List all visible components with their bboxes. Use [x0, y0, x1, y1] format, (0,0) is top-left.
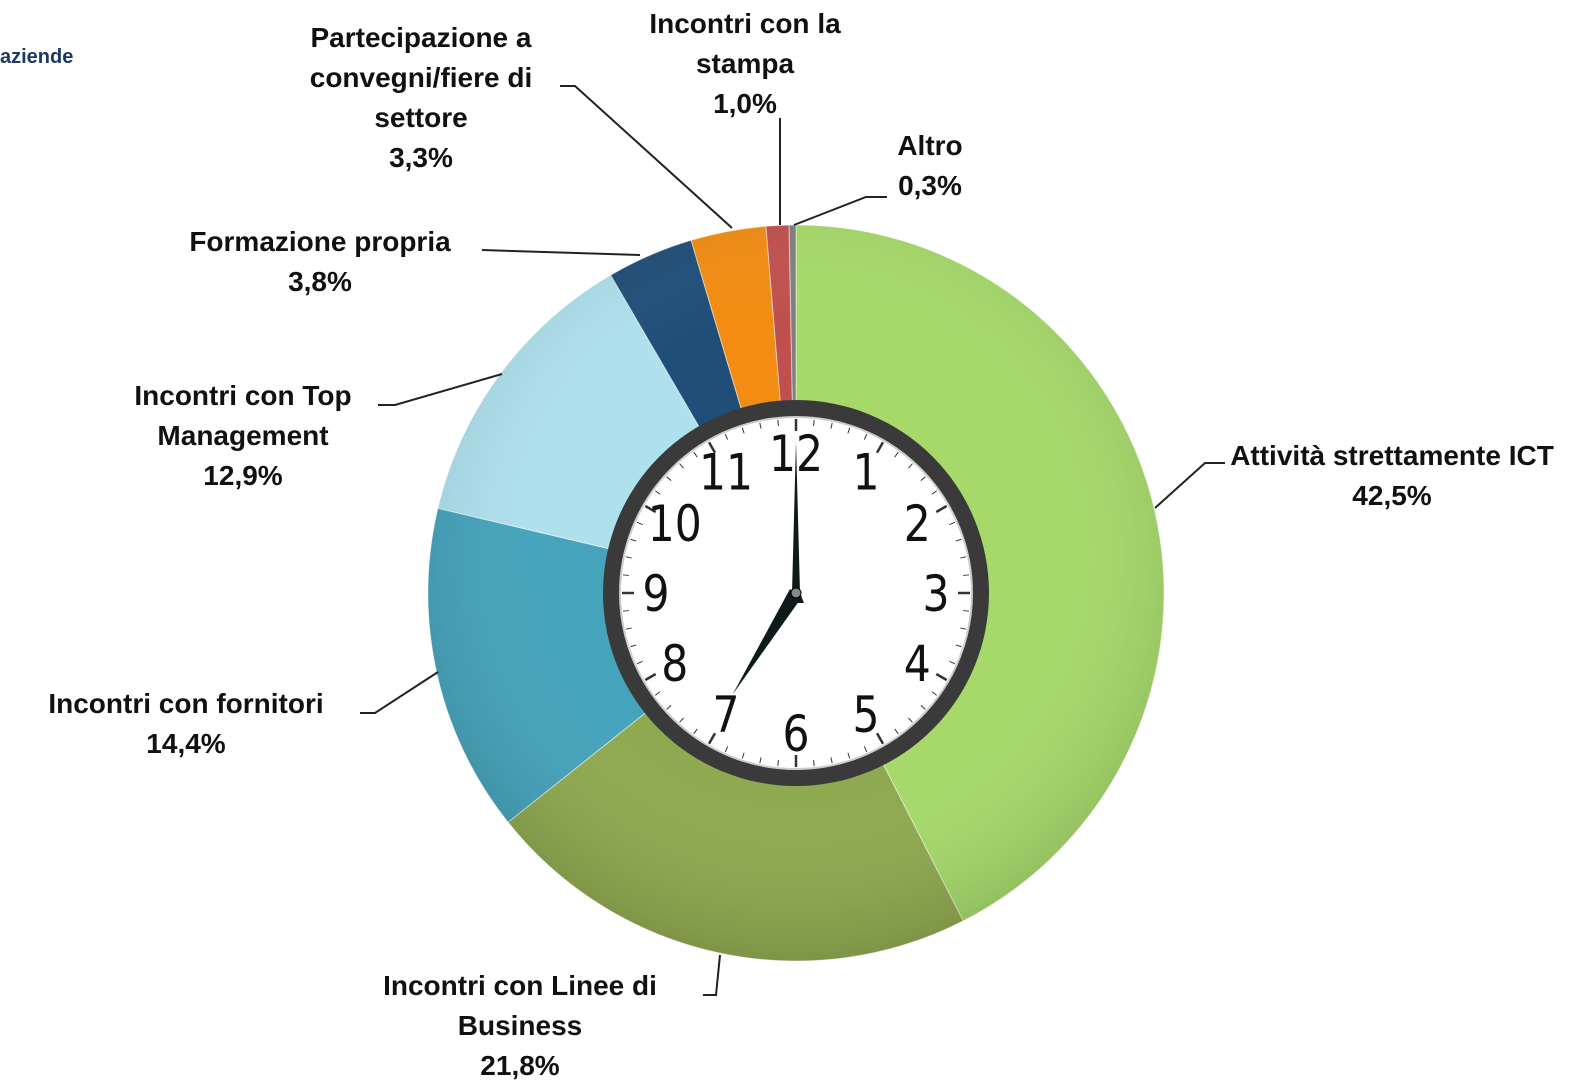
- category-label: Incontri con fornitori: [6, 684, 366, 724]
- clock-number: 5: [852, 686, 879, 744]
- clock-number: 7: [712, 686, 739, 744]
- value-label: 42,5%: [1222, 476, 1562, 516]
- clock-number: 10: [648, 495, 702, 553]
- category-label: Incontri con la stampa: [615, 4, 875, 84]
- clock: 121234567891011: [603, 400, 989, 786]
- chart: 121234567891011: [0, 0, 1579, 1091]
- category-label: Formazione propria: [140, 222, 500, 262]
- value-label: 21,8%: [330, 1046, 710, 1086]
- slice-label: Partecipazione a convegni/fiere di setto…: [276, 18, 566, 178]
- clock-number: 2: [904, 495, 931, 553]
- value-label: 1,0%: [615, 84, 875, 124]
- clock-tick: [814, 760, 815, 766]
- clock-pin: [791, 588, 801, 598]
- clock-tick: [963, 575, 969, 576]
- clock-number: 9: [642, 565, 669, 623]
- category-label: Attività strettamente ICT: [1222, 436, 1562, 476]
- value-label: 14,4%: [6, 724, 366, 764]
- clock-number: 11: [699, 443, 753, 501]
- value-label: 3,8%: [140, 262, 500, 302]
- category-label: Partecipazione a convegni/fiere di setto…: [276, 18, 566, 138]
- leader-line: [482, 250, 640, 255]
- value-label: 0,3%: [870, 166, 990, 206]
- value-label: 3,3%: [276, 138, 566, 178]
- leader-line: [360, 672, 438, 713]
- clock-tick: [963, 611, 969, 612]
- category-label: Altro: [870, 126, 990, 166]
- clock-tick: [778, 760, 779, 766]
- clock-number: 6: [782, 705, 809, 763]
- clock-number: 8: [661, 635, 688, 693]
- category-label: Incontri con Top Management: [93, 376, 393, 456]
- clock-number: 3: [922, 565, 949, 623]
- page: aziende 121234567891011 (() => { const d…: [0, 0, 1579, 1091]
- category-label: Incontri con Linee di Business: [330, 966, 710, 1046]
- value-label: 12,9%: [93, 456, 393, 496]
- clock-number: 1: [852, 443, 879, 501]
- clock-tick: [623, 611, 629, 612]
- clock-number: 4: [904, 635, 931, 693]
- leader-line: [1155, 463, 1225, 508]
- slice-label: Altro0,3%: [870, 126, 990, 206]
- clock-tick: [623, 575, 629, 576]
